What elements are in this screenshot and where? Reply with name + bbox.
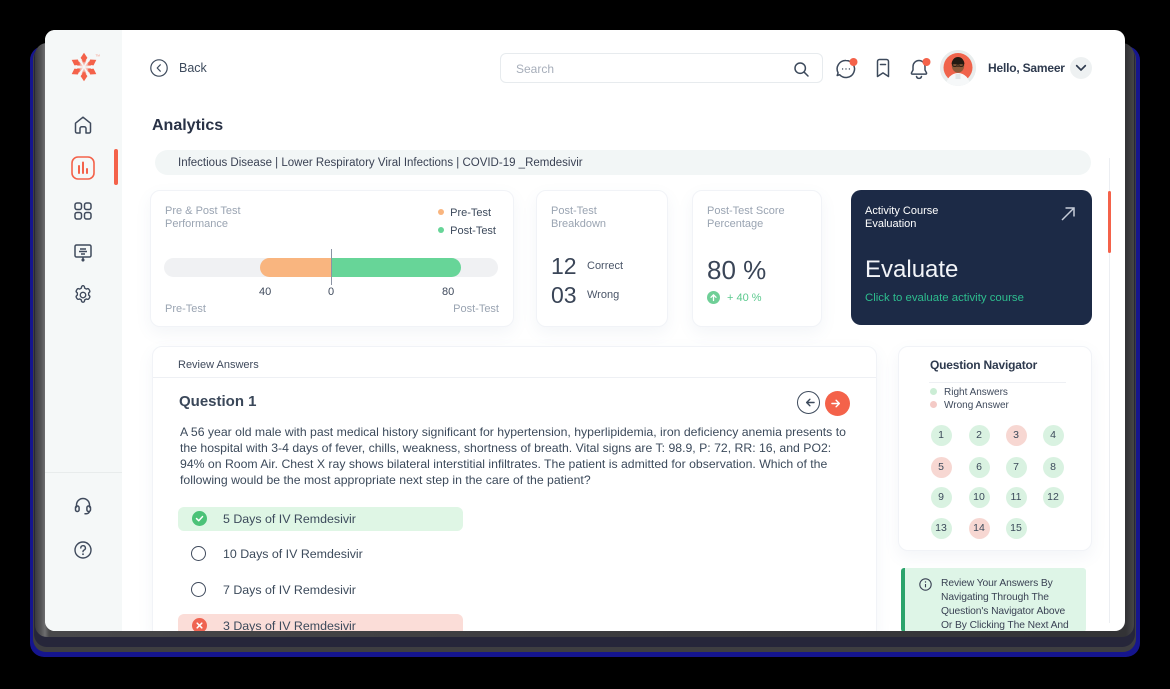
svg-text:TM: TM xyxy=(96,54,101,58)
